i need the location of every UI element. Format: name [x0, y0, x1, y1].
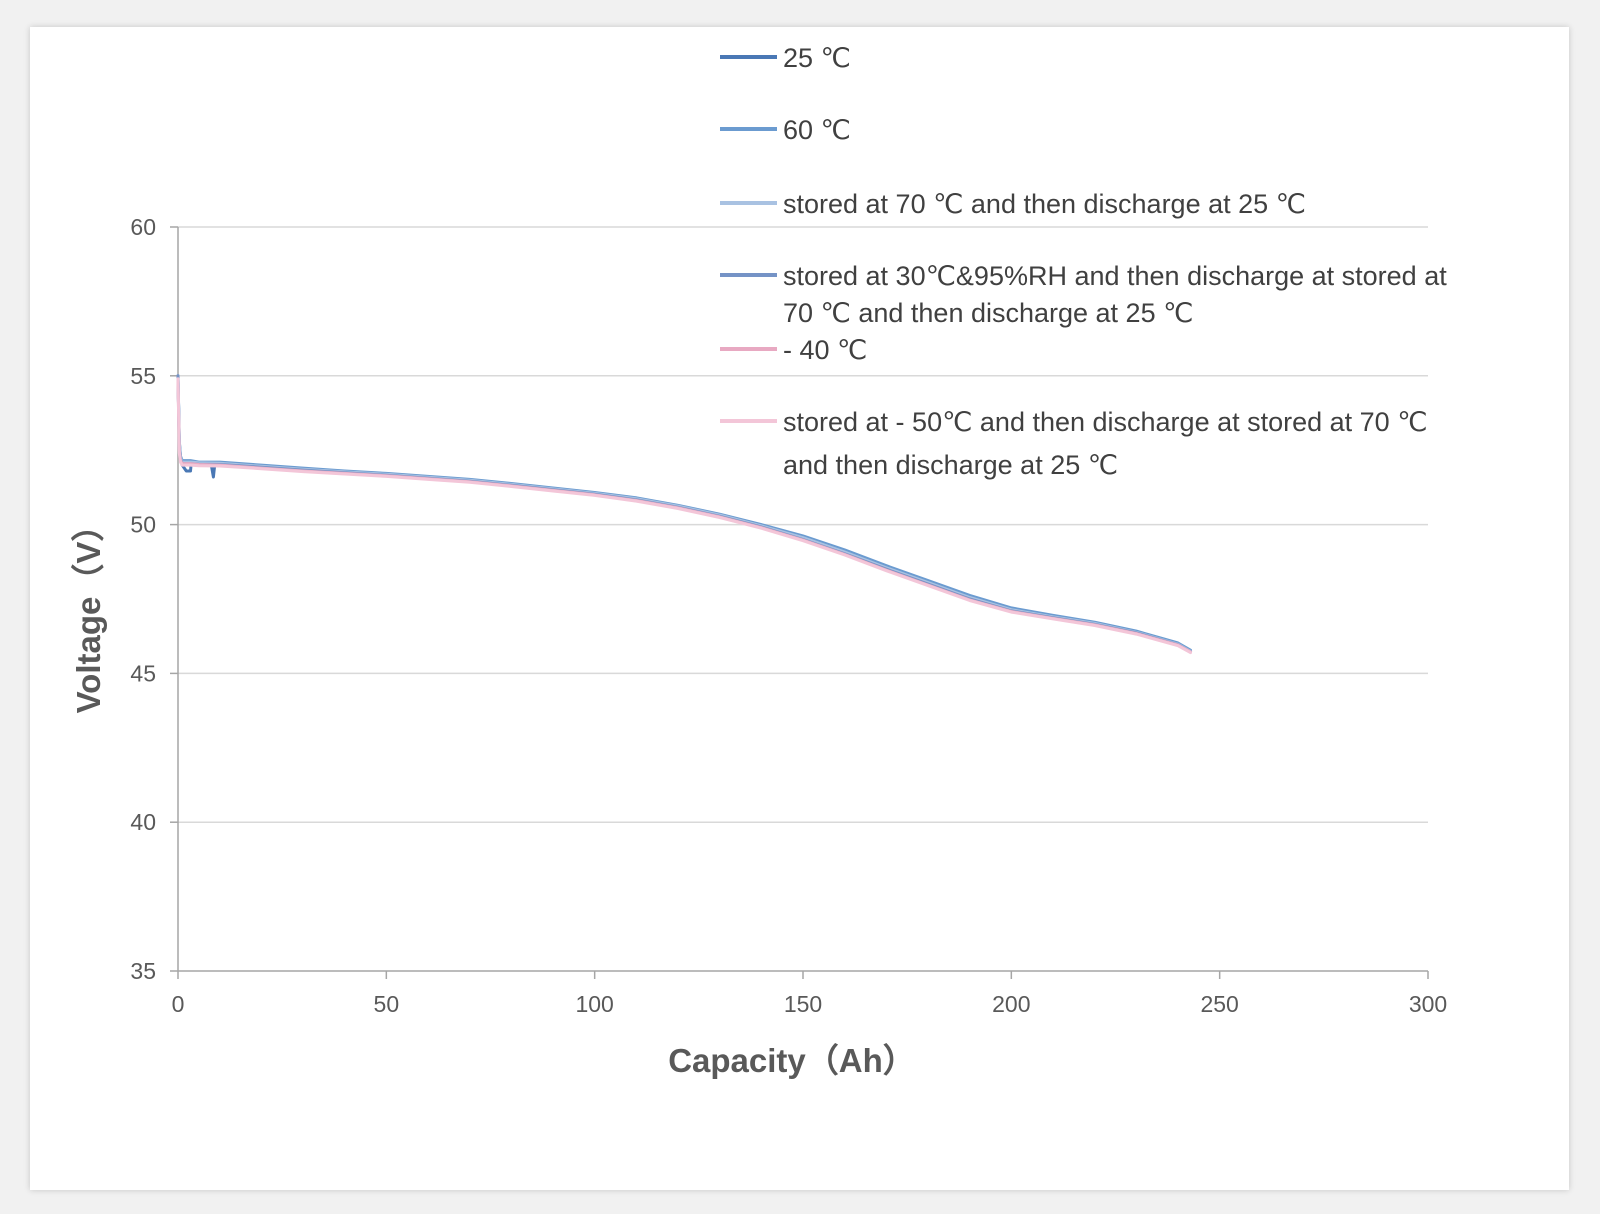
legend-label-2: 60 ℃	[783, 115, 851, 145]
x-tick-label: 200	[992, 991, 1030, 1017]
y-tick-label: 50	[130, 512, 156, 538]
legend-label-6: stored at ‐ 50℃ and then discharge at st…	[783, 407, 1428, 437]
legend-label-1: 25 ℃	[783, 43, 851, 73]
legend-label-3: stored at 70 ℃ and then discharge at 25 …	[783, 189, 1306, 219]
y-axis-title: Voltage（V）	[70, 509, 107, 714]
legend-label-4: stored at 30℃&95%RH and then discharge a…	[783, 261, 1447, 291]
legend-label-4: 70 ℃ and then discharge at 25 ℃	[783, 298, 1193, 328]
y-tick-label: 40	[130, 809, 156, 835]
series-lines	[176, 374, 1192, 655]
y-tick-label: 35	[130, 958, 156, 984]
legend: 25 ℃ 60 ℃ stored at 70 ℃ and then discharg…	[720, 43, 1447, 480]
y-tick-label: 45	[130, 660, 156, 686]
x-tick-label: 300	[1409, 991, 1447, 1017]
x-tick-label: 250	[1200, 991, 1238, 1017]
x-tick-label: 0	[172, 991, 185, 1017]
y-tick-label: 55	[130, 363, 156, 389]
legend-label-5: - 40 ℃	[783, 335, 867, 365]
series-line-6	[176, 377, 1192, 655]
line-chart: 35 40 45 50 55 60 0 50 100 150 200 250 300 25 ℃ 60 ℃ s…	[70, 43, 1447, 1079]
legend-label-6: and then discharge at 25 ℃	[783, 450, 1118, 480]
chart-frame: 35 40 45 50 55 60 0 50 100 150 200 250 300 25 ℃ 60 ℃ s…	[30, 27, 1569, 1190]
x-tick-label: 50	[374, 991, 400, 1017]
y-tick-label: 60	[130, 214, 156, 240]
x-axis-title: Capacity（Ah）	[668, 1042, 916, 1079]
gridlines	[178, 226, 1428, 823]
x-tick-label: 150	[784, 991, 822, 1017]
x-tick-label: 100	[575, 991, 613, 1017]
axes: 35 40 45 50 55 60 0 50 100 150 200 250 300	[130, 214, 1447, 1017]
